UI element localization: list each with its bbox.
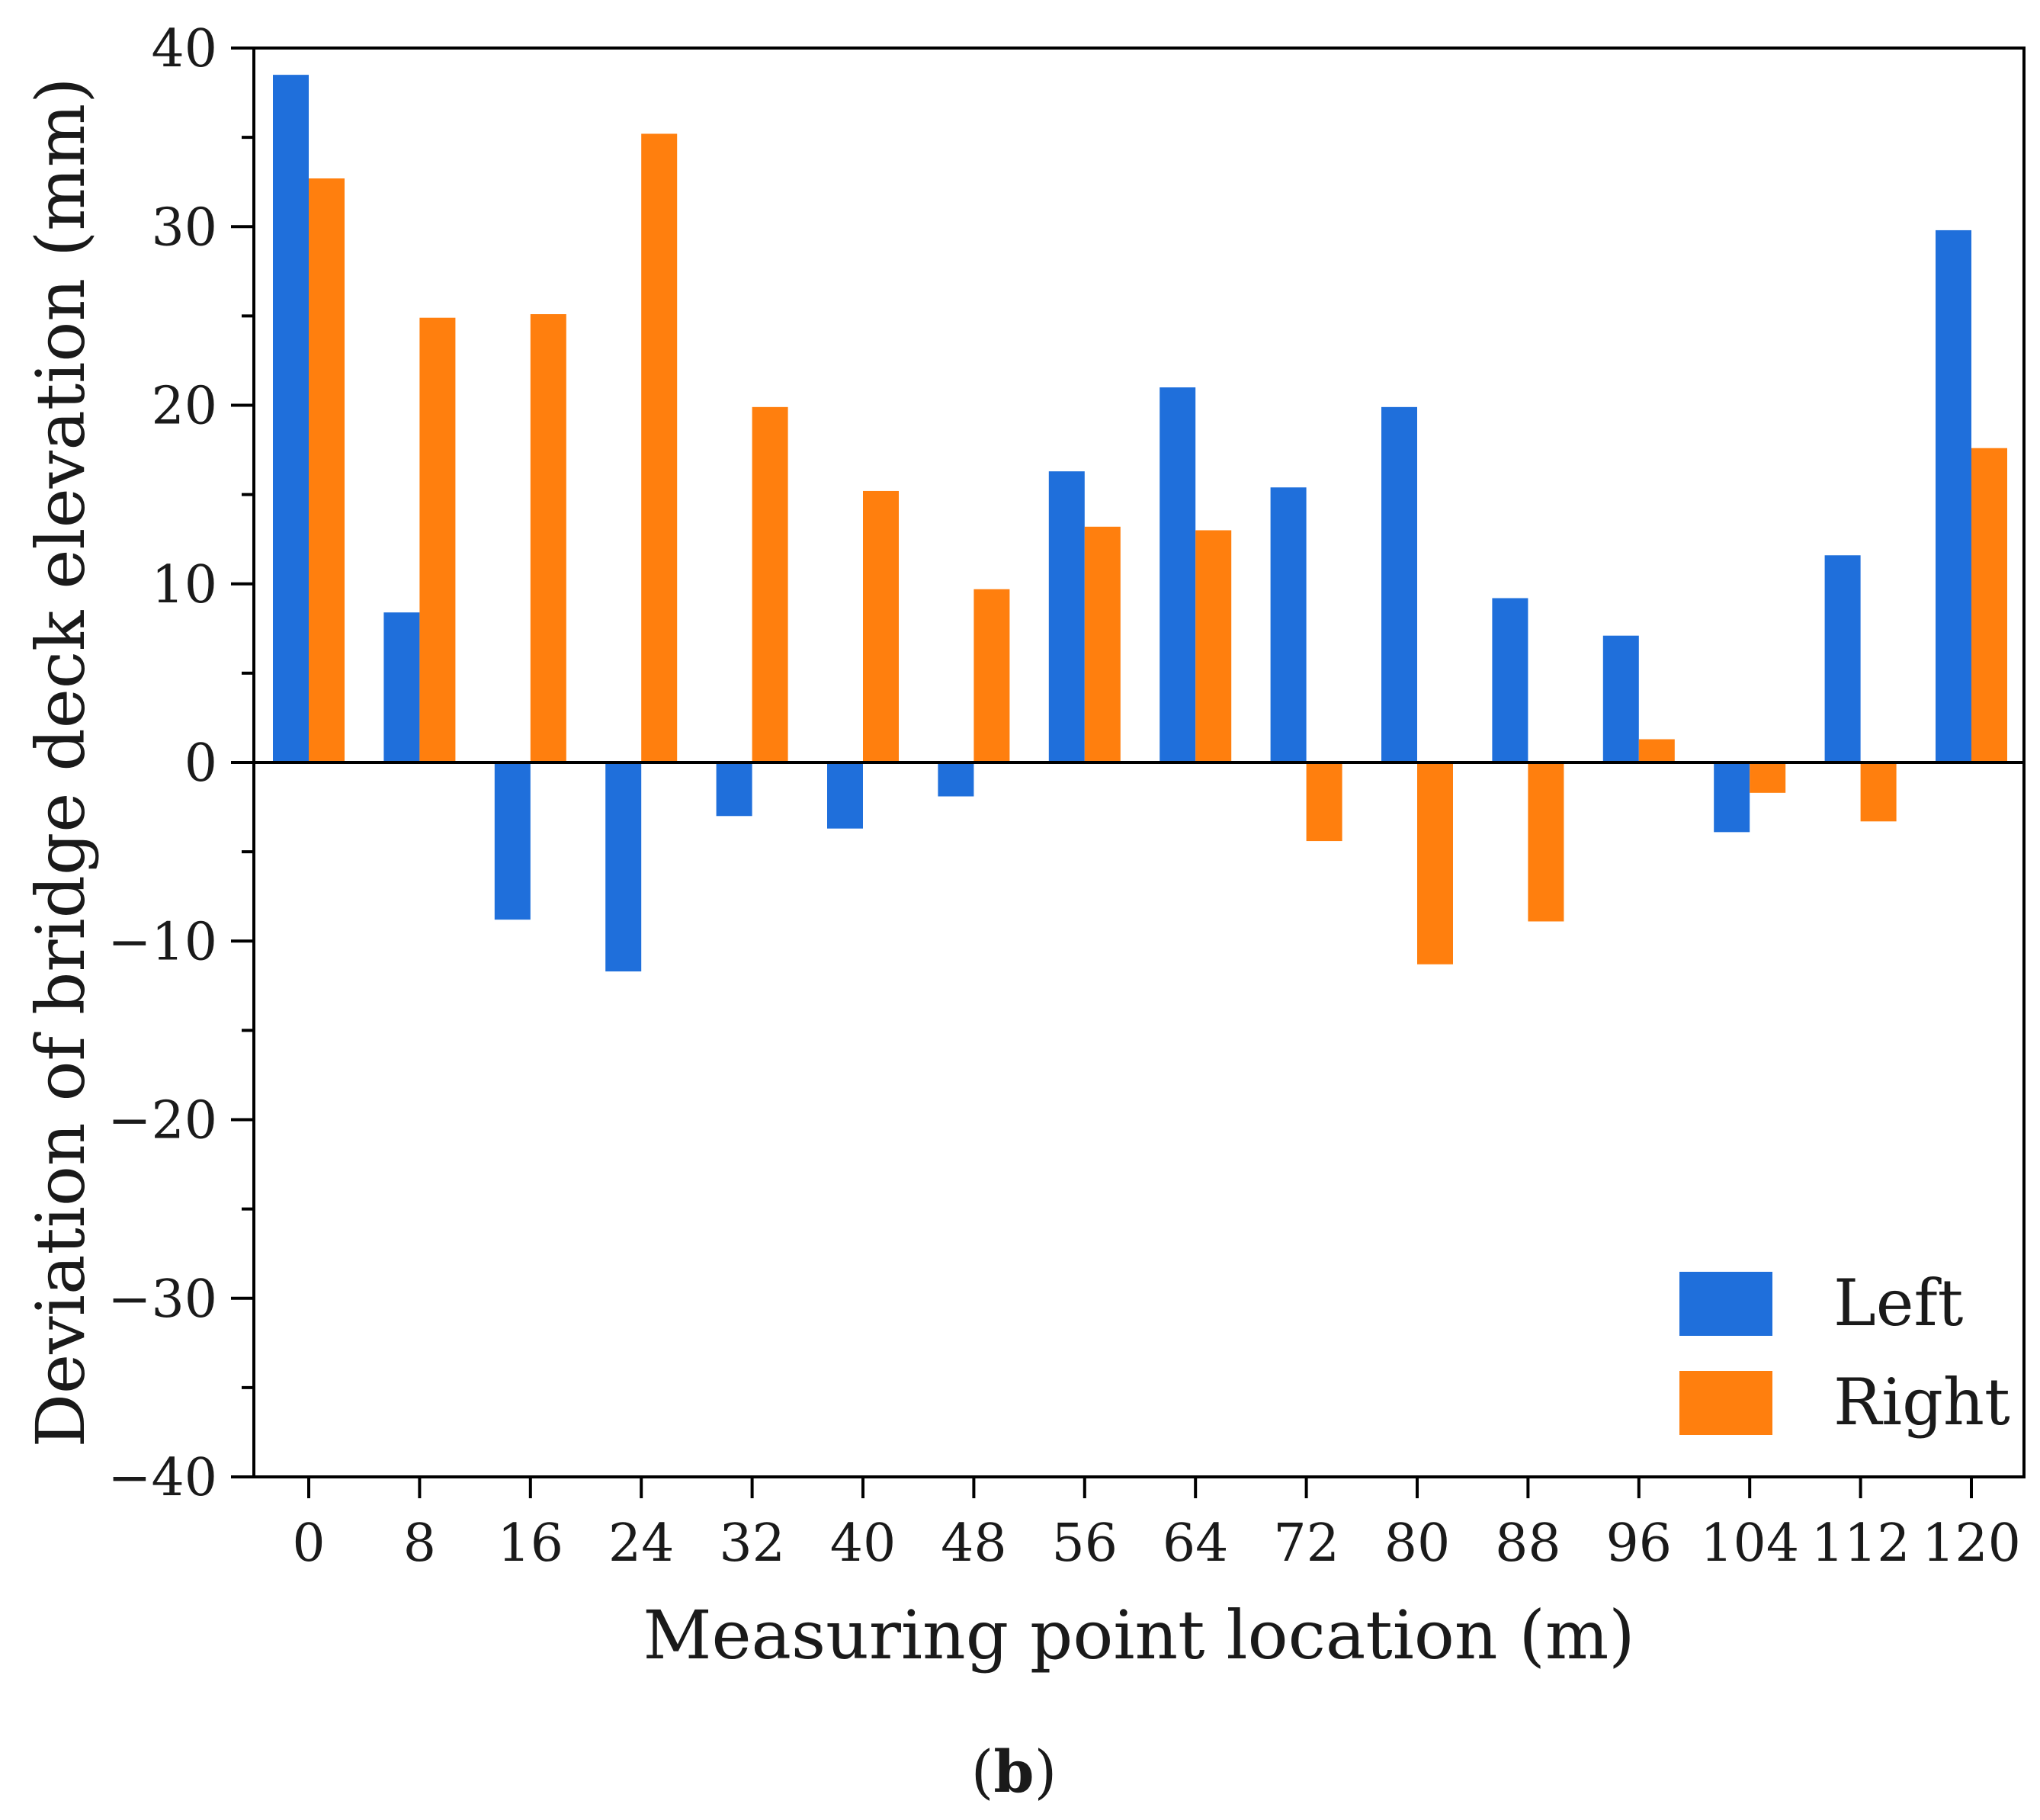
- bar-left-88: [1492, 598, 1528, 762]
- x-tick-label: 104: [1700, 1513, 1799, 1574]
- bar-left-120: [1936, 230, 1971, 762]
- panel-label-letter: b: [993, 1738, 1034, 1806]
- y-tick-label: 10: [151, 555, 217, 615]
- bar-left-72: [1270, 487, 1307, 762]
- y-tick-label: −10: [107, 912, 217, 972]
- y-tick-label: −20: [107, 1091, 217, 1151]
- x-tick-label: 48: [941, 1513, 1007, 1574]
- y-tick-label: 0: [184, 733, 217, 794]
- legend-swatch-left: [1679, 1272, 1772, 1336]
- bar-left-80: [1381, 406, 1417, 762]
- legend-label-left: Left: [1833, 1266, 1964, 1340]
- x-tick-label: 120: [1922, 1513, 2021, 1574]
- panel-label: (b): [971, 1738, 1057, 1806]
- x-tick-label: 88: [1495, 1513, 1561, 1574]
- bar-left-48: [938, 762, 974, 797]
- x-tick-label: 0: [292, 1513, 325, 1574]
- bar-right-32: [752, 406, 788, 762]
- bar-right-120: [1971, 448, 2007, 762]
- x-tick-label: 112: [1811, 1513, 1910, 1574]
- x-tick-label: 16: [498, 1513, 564, 1574]
- bar-right-40: [863, 490, 899, 762]
- bar-right-104: [1750, 762, 1786, 793]
- x-tick-label: 96: [1606, 1513, 1673, 1574]
- panel-label-open: (: [971, 1738, 994, 1806]
- bar-right-24: [641, 133, 678, 762]
- legend-swatch-right: [1679, 1371, 1772, 1435]
- bar-right-88: [1528, 762, 1564, 922]
- bar-left-96: [1602, 635, 1639, 762]
- bar-left-104: [1714, 762, 1750, 833]
- x-tick-label: 80: [1384, 1513, 1451, 1574]
- legend: Left Right: [1679, 1266, 2010, 1440]
- x-tick-label: 24: [608, 1513, 675, 1574]
- x-axis-label: Measuring point location (m): [643, 1596, 1634, 1674]
- bars-group: [273, 75, 2007, 972]
- bar-left-64: [1160, 387, 1196, 762]
- x-tick-label: 64: [1163, 1513, 1229, 1574]
- x-tick-label: 40: [830, 1513, 897, 1574]
- bar-left-56: [1048, 471, 1085, 762]
- bar-right-16: [530, 314, 566, 763]
- y-axis-ticks: 40 30 20 10 0 −10 −20 −30 −40: [107, 19, 254, 1508]
- bar-left-0: [273, 75, 309, 762]
- y-axis-label: Deviation of bridge deck elevation (mm): [21, 77, 100, 1447]
- bar-left-16: [494, 762, 531, 920]
- x-axis-ticks: 0 8 16 24 32 40 48 56 64 72 80 88 96 104 112 120: [292, 1477, 2021, 1574]
- bar-left-112: [1824, 555, 1861, 762]
- y-tick-label: −30: [107, 1270, 217, 1330]
- x-tick-label: 32: [719, 1513, 785, 1574]
- bar-right-80: [1417, 762, 1453, 965]
- x-tick-label: 56: [1052, 1513, 1118, 1574]
- y-tick-label: 40: [151, 19, 217, 79]
- bar-left-32: [716, 762, 752, 817]
- bar-right-48: [973, 589, 1010, 762]
- panel-label-close: ): [1034, 1738, 1057, 1806]
- x-tick-label: 8: [403, 1513, 436, 1574]
- y-tick-label: 20: [151, 377, 217, 437]
- bar-right-96: [1638, 739, 1675, 762]
- bar-right-112: [1860, 762, 1897, 822]
- bar-right-8: [419, 317, 456, 762]
- bar-left-40: [827, 762, 863, 829]
- y-tick-label: 30: [151, 197, 217, 258]
- x-tick-label: 72: [1273, 1513, 1339, 1574]
- bar-left-24: [605, 762, 642, 972]
- bar-left-8: [383, 612, 420, 762]
- legend-label-right: Right: [1833, 1365, 2010, 1440]
- bar-right-64: [1195, 530, 1232, 762]
- bar-right-56: [1084, 526, 1121, 762]
- bar-right-72: [1306, 762, 1342, 842]
- y-tick-label: −40: [107, 1448, 217, 1508]
- bar-right-0: [309, 178, 345, 762]
